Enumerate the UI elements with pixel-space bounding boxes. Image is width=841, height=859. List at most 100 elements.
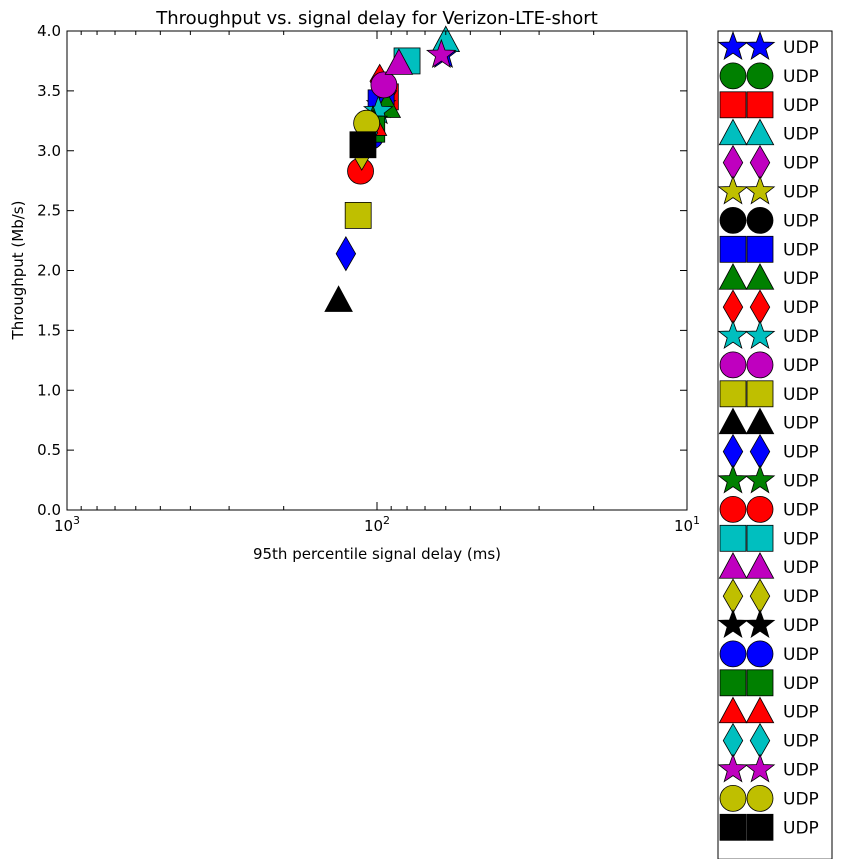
legend-entry: UDP [717, 175, 819, 205]
data-point-diamond [335, 236, 357, 272]
legend-entry: UDP [722, 289, 819, 325]
legend-marker-star [717, 30, 749, 61]
legend-entry: UDP [719, 640, 819, 668]
data-point-star [426, 38, 457, 68]
markers [324, 25, 461, 312]
legend-entry: UDP [717, 319, 819, 350]
y-tick-label: 2.5 [37, 202, 61, 220]
legend-marker-square [719, 380, 747, 408]
legend-entry: UDP [722, 433, 819, 470]
legend-label: UDP [783, 240, 819, 260]
legend-marker-circle [719, 640, 747, 668]
legend-label: UDP [783, 38, 819, 58]
legend-marker-circle [719, 495, 747, 523]
legend-marker-square [719, 91, 747, 119]
legend-label: UDP [783, 645, 819, 665]
legend-marker-star [717, 319, 749, 350]
legend-label: UDP [783, 356, 819, 376]
legend-marker-circle [719, 206, 747, 234]
legend-entry: UDP [719, 495, 819, 523]
legend-label: UDP [783, 472, 819, 492]
legend-label: UDP [783, 298, 819, 318]
y-tick-label: 3.0 [37, 142, 61, 160]
legend-marker-circle [746, 495, 774, 523]
legend-entry: UDP [719, 380, 819, 408]
data-point-square [349, 131, 377, 159]
legend-label: UDP [783, 269, 819, 289]
legend-marker-star [717, 608, 749, 639]
legend-marker-star [744, 319, 776, 350]
y-tick-label: 1.0 [37, 381, 61, 399]
legend-marker-square [746, 380, 774, 408]
legend-marker-circle [746, 785, 774, 812]
legend-label: UDP [783, 818, 819, 838]
x-axis: 103 102 101 [54, 31, 700, 535]
legend-label: UDP [783, 96, 819, 116]
legend-marker-triangle [718, 407, 748, 435]
y-tick-label: 4.0 [37, 22, 61, 40]
legend-label: UDP [783, 761, 819, 781]
legend-label: UDP [783, 616, 819, 636]
legend-marker-triangle [718, 552, 748, 579]
legend-marker-star [744, 464, 776, 494]
chart-title: Throughput vs. signal delay for Verizon-… [155, 8, 598, 29]
legend-marker-square [719, 813, 747, 841]
y-tick-label: 1.5 [37, 321, 61, 339]
legend-label: UDP [783, 529, 819, 549]
legend-marker-triangle [745, 263, 775, 290]
legend-marker-star [744, 608, 776, 639]
legend-label: UDP [783, 385, 819, 405]
legend-marker-triangle [718, 263, 748, 290]
legend-marker-circle [746, 351, 774, 379]
legend-marker-square [746, 235, 774, 263]
legend-marker-square [719, 235, 747, 263]
legend-marker-circle [719, 62, 747, 90]
legend-label: UDP [783, 789, 819, 809]
y-tick-label: 0.0 [37, 501, 61, 519]
legend-label: UDP [783, 558, 819, 578]
legend: UDP UDP UDP UDP UDP UDP UDP UDP UDP UDP UDP UDP UDP U… [717, 30, 833, 859]
legend-marker-triangle [745, 696, 775, 724]
y-axis: 0.0 0.5 1.0 1.5 2.0 2.5 3.0 3.5 4.0 [37, 22, 687, 519]
legend-marker-star [717, 464, 749, 494]
legend-marker-square [719, 669, 747, 697]
legend-entry: UDP [718, 407, 819, 435]
x-axis-label: 95th percentile signal delay (ms) [253, 545, 501, 563]
x-tick-label: 103 [54, 514, 80, 535]
data-point-triangle [324, 285, 353, 312]
legend-entry: UDP [719, 91, 819, 119]
legend-marker-circle [746, 640, 774, 668]
legend-marker-square [746, 91, 774, 119]
y-tick-label: 0.5 [37, 441, 61, 459]
legend-entry: UDP [717, 464, 819, 494]
legend-marker-star [744, 30, 776, 61]
legend-label: UDP [783, 500, 819, 520]
legend-label: UDP [783, 674, 819, 694]
legend-entry: UDP [718, 696, 819, 724]
data-point-square [344, 202, 372, 229]
legend-entry: UDP [718, 263, 819, 290]
data-point-triangle [384, 48, 414, 75]
legend-marker-star [744, 175, 776, 205]
x-tick-label: 102 [364, 514, 390, 535]
legend-entry: UDP [717, 30, 819, 61]
legend-entry: UDP [718, 552, 819, 579]
legend-label: UDP [783, 732, 819, 752]
x-tick-label: 101 [674, 514, 700, 535]
y-axis-label: Throughput (Mb/s) [9, 201, 27, 341]
data-point-triangle [431, 25, 461, 53]
legend-label: UDP [783, 587, 819, 607]
data-point-circle [370, 71, 398, 99]
legend-marker-star [717, 753, 749, 783]
legend-label: UDP [783, 443, 819, 463]
legend-entry: UDP [719, 351, 819, 379]
legend-marker-triangle [745, 407, 775, 435]
legend-entry: UDP [719, 813, 819, 841]
legend-marker-circle [719, 785, 747, 812]
legend-marker-star [717, 175, 749, 205]
legend-entry: UDP [719, 785, 819, 812]
legend-entry: UDP [719, 524, 819, 552]
legend-entry: UDP [719, 235, 819, 263]
y-tick-label: 2.0 [37, 262, 61, 280]
